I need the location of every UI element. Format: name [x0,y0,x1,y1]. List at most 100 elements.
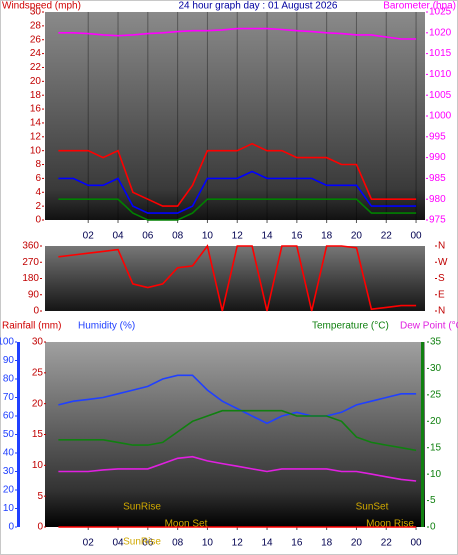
x-tick-label: 10 [202,231,214,242]
y-tick-label: 8 [35,159,41,170]
y-tick-label: 18 [30,90,42,101]
series-line [58,455,417,482]
y-tick-label: 20 [3,485,15,496]
x-tick-label: 16 [291,538,303,549]
x-tick-label: 20 [351,538,363,549]
y-tick-label: 16 [30,104,42,115]
y-tick-label: 1015 [429,48,452,59]
series-line [58,198,417,221]
annotation: Moon Set [165,519,208,530]
y-tick-label: 0 [8,522,14,533]
y-tick-label: 1020 [429,27,452,38]
y-tick-label: E [438,289,445,300]
y-tick-label: 90 [28,289,40,300]
y-tick-label: 5 [37,491,43,502]
axis-bar [17,342,20,527]
y-tick-label: 180 [22,273,39,284]
y-tick-label: 30 [3,466,15,477]
x-tick-label: 14 [261,538,273,549]
x-tick-label: 12 [232,538,244,549]
annotation: SunRise [123,537,161,548]
y-tick-label: 70 [3,392,15,403]
y-tick-label: 35 [430,337,442,348]
x-tick-label: 18 [321,231,333,242]
series-line [58,374,417,425]
y-tick-label: 1000 [429,111,452,122]
y-tick-label: 12 [30,131,42,142]
y-tick-label: 10 [3,503,15,514]
x-tick-label: 08 [172,231,184,242]
y-tick-label: S [438,273,445,284]
y-tick-label: 1010 [429,69,452,80]
y-tick-label: 10 [430,469,442,480]
y-tick-label: 20 [32,398,44,409]
series-line [58,142,417,207]
y-tick-label: 4 [35,187,41,198]
x-tick-label: 16 [291,231,303,242]
y-tick-label: 30 [32,337,44,348]
series-line [58,27,417,40]
plot-area [45,12,425,220]
plot-area [45,342,425,527]
x-tick-label: 18 [321,538,333,549]
x-tick-label: 12 [232,231,244,242]
x-tick-label: 04 [112,231,124,242]
y-tick-label: 0 [35,215,41,226]
y-tick-label: 995 [429,131,446,142]
x-tick-label: 22 [381,231,393,242]
x-tick-label: 04 [112,538,124,549]
x-tick-label: 02 [83,231,95,242]
x-tick-label: 10 [202,538,214,549]
y-tick-label: 10 [32,460,44,471]
series-line [58,170,417,214]
x-tick-label: 22 [381,538,393,549]
y-tick-label: 2 [35,201,41,212]
y-tick-label: 60 [3,411,15,422]
y-tick-label: 80 [3,374,15,385]
x-tick-label: 06 [142,538,154,549]
y-tick-label: 25 [430,389,442,400]
y2-axis-title: Dew Point (°C [400,321,458,332]
x-tick-label: 14 [261,231,273,242]
y-tick-label: 90 [3,355,15,366]
y-tick-label: 270 [22,257,39,268]
annotation: Moon Rise [366,519,414,530]
y-tick-label: 1005 [429,90,452,101]
y-tick-label: 30 [30,7,42,18]
y-tick-label: 20 [30,76,42,87]
x-tick-label: 02 [83,538,95,549]
y-tick-label: 15 [32,429,44,440]
y-tick-label: 975 [429,215,446,226]
y2-axis-title: Temperature (°C) [312,321,389,332]
y-tick-label: 15 [430,442,442,453]
x-tick-label: 06 [142,231,154,242]
y-tick-label: 6 [35,173,41,184]
y-tick-label: 14 [30,118,42,129]
annotation: SunSet [356,502,389,513]
y-tick-label: W [438,257,448,268]
y-tick-label: 0 [430,522,436,533]
y-tick-label: 980 [429,194,446,205]
y-tick-label: 985 [429,173,446,184]
y-axis-title: Humidity (%) [78,321,135,332]
series-line [58,409,417,452]
y-tick-label: N [438,306,445,317]
y-tick-label: 25 [32,367,44,378]
y3-axis-title: Rainfall (mm) [2,321,61,332]
y-axis-title: Windspeed (mph) [2,1,81,12]
y-tick-label: 360 [22,241,39,252]
y-tick-label: 5 [430,495,436,506]
axis-bar [421,342,424,527]
series-line [58,244,417,312]
y-tick-label: 1025 [429,7,452,18]
y-tick-label: 30 [430,363,442,374]
y-tick-label: 990 [429,152,446,163]
annotation: SunRise [123,502,161,513]
y-tick-label: 20 [430,416,442,427]
y-tick-label: 24 [30,48,42,59]
y-tick-label: N [438,241,445,252]
y-tick-label: 0 [33,306,39,317]
x-tick-label: 00 [410,231,422,242]
